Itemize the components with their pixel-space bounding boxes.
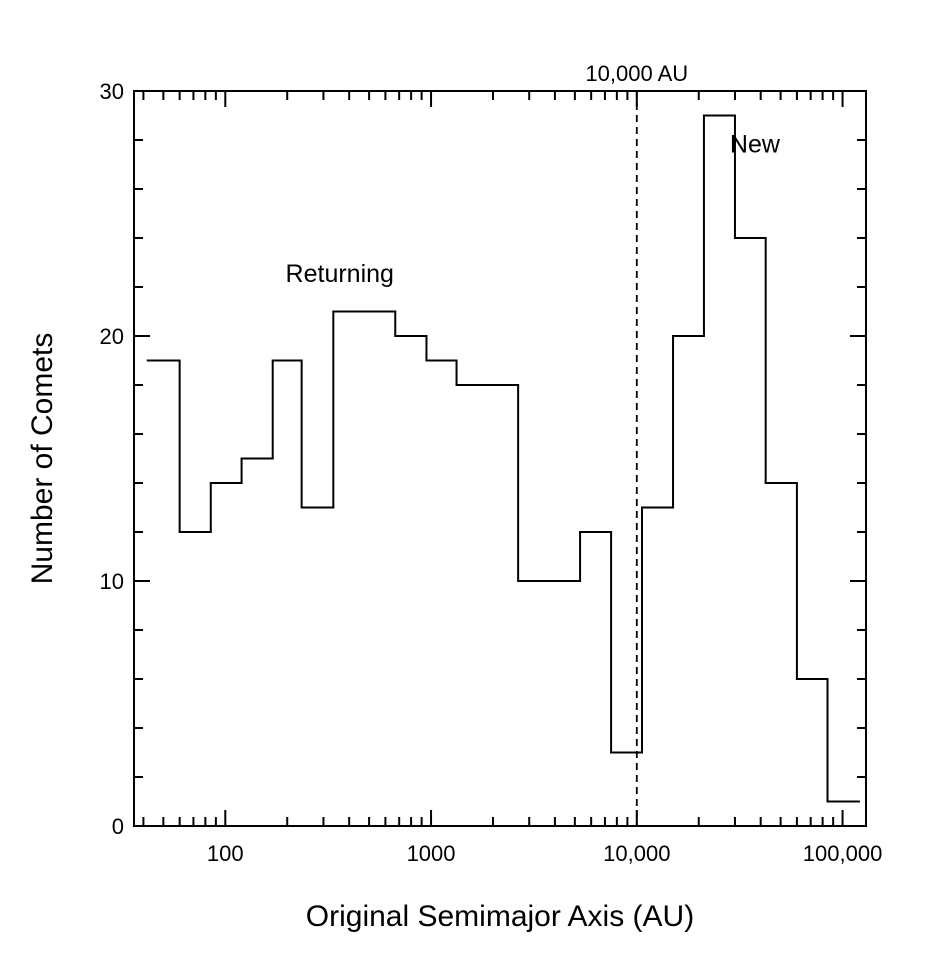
plot-frame bbox=[133, 90, 867, 827]
annotation-new: New bbox=[730, 130, 781, 158]
y-axis-title: Number of Comets bbox=[26, 333, 59, 585]
bars-layer bbox=[146, 114, 860, 803]
reference-line-label: 10,000 AU bbox=[585, 61, 688, 86]
x-tick-label: 10,000 bbox=[603, 841, 670, 866]
y-tick-label: 30 bbox=[100, 79, 124, 104]
labels-layer: 100 1000 10,000 100,000 0 10 20 30 Returning New bbox=[100, 79, 883, 866]
y-tick-label: 0 bbox=[112, 814, 124, 839]
y-tick-label: 10 bbox=[100, 569, 124, 594]
x-axis-title: Original Semimajor Axis (AU) bbox=[306, 900, 694, 933]
y-tick-label: 20 bbox=[100, 324, 124, 349]
x-tick-label: 100 bbox=[207, 841, 244, 866]
ticks-layer bbox=[134, 90, 866, 827]
x-tick-label: 1000 bbox=[407, 841, 456, 866]
x-tick-label: 100,000 bbox=[803, 841, 883, 866]
annotation-returning: Returning bbox=[286, 260, 394, 288]
